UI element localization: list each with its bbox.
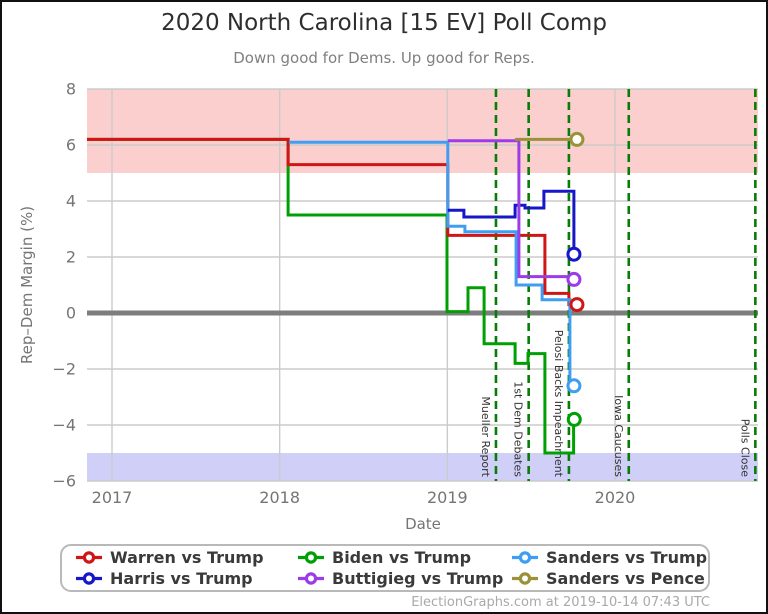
y-tick-label-4: −4 bbox=[52, 416, 76, 435]
x-axis-title: Date bbox=[405, 515, 441, 533]
endpoint-layer bbox=[566, 131, 585, 427]
x-tick-label-2017: 2017 bbox=[92, 488, 133, 507]
credit-footer: ElectionGraphs.com at 2019-10-14 07:43 U… bbox=[411, 595, 710, 610]
event-label-mueller-report: Mueller Report bbox=[479, 396, 492, 477]
legend-label-biden-vs-trump: Biden vs Trump bbox=[332, 548, 472, 567]
legend-label-warren-vs-trump: Warren vs Trump bbox=[110, 548, 264, 567]
legend-marker-harris-vs-trump bbox=[76, 572, 102, 585]
legend-marker-warren-vs-trump bbox=[76, 551, 102, 564]
legend-label-sanders-vs-pence: Sanders vs Pence bbox=[546, 569, 705, 588]
y-tick-label-4: 4 bbox=[66, 192, 76, 211]
chart-subtitle: Down good for Dems. Up good for Reps. bbox=[233, 49, 535, 67]
y-tick-label-2: −2 bbox=[52, 360, 76, 379]
endpoint-sanders-vs-pence bbox=[569, 131, 585, 147]
event-line-layer: Mueller Report 1st Dem Debates Pelosi Back… bbox=[479, 89, 757, 481]
legend-item-harris-vs-trump: Harris vs Trump bbox=[76, 568, 298, 589]
chart-title: 2020 North Carolina [15 EV] Poll Comp bbox=[161, 10, 607, 36]
y-tick-label-0: 0 bbox=[66, 304, 76, 323]
legend-item-buttigieg-vs-trump: Buttigieg vs Trump bbox=[298, 568, 512, 589]
endpoint-biden-vs-trump bbox=[566, 411, 582, 427]
event-label-polls-close: Polls Close bbox=[738, 419, 751, 478]
endpoint-sanders-vs-trump bbox=[566, 378, 582, 394]
legend-marker-sanders-vs-pence bbox=[512, 572, 538, 585]
legend-marker-biden-vs-trump bbox=[298, 551, 324, 564]
event-label-1st-dem-debates: 1st Dem Debates bbox=[512, 381, 525, 477]
series-line-warren-vs-trump bbox=[87, 137, 577, 307]
series-line-buttigieg-vs-trump bbox=[447, 139, 573, 279]
legend-item-sanders-vs-trump: Sanders vs Trump bbox=[512, 547, 708, 568]
x-tick-label-2019: 2019 bbox=[427, 488, 468, 507]
legend-marker-sanders-vs-trump bbox=[512, 551, 538, 564]
legend: Warren vs Trump Biden vs Trump Sanders vs … bbox=[60, 544, 710, 592]
series-line-sanders-vs-trump bbox=[289, 140, 574, 388]
band-layer bbox=[87, 89, 758, 481]
tick-label-layer: 8 6 4 2 0 −2 −4 −6 2017 2018 2019 2020 bbox=[52, 80, 635, 508]
series-line-harris-vs-trump bbox=[447, 189, 576, 255]
event-label-pelosi-backs-impeachment: Pelosi Backs Impeachment bbox=[552, 330, 565, 478]
y-axis-title: Rep–Dem Margin (%) bbox=[18, 206, 36, 364]
legend-item-warren-vs-trump: Warren vs Trump bbox=[76, 547, 298, 568]
legend-item-sanders-vs-pence: Sanders vs Pence bbox=[512, 568, 708, 589]
series-line-biden-vs-trump bbox=[87, 137, 576, 455]
y-tick-label-2: 2 bbox=[66, 248, 76, 267]
x-tick-label-2020: 2020 bbox=[595, 488, 636, 507]
event-label-iowa-caucuses: Iowa Caucuses bbox=[612, 395, 625, 477]
endpoint-warren-vs-trump bbox=[569, 297, 585, 313]
x-tick-label-2018: 2018 bbox=[259, 488, 300, 507]
endpoint-buttigieg-vs-trump bbox=[566, 271, 582, 287]
legend-item-biden-vs-trump: Biden vs Trump bbox=[298, 547, 512, 568]
poll-comparison-chart: 8 6 4 2 0 −2 −4 −6 2017 2018 2019 2020 Mueller Repo… bbox=[18, 80, 758, 533]
rep-favor-band bbox=[87, 89, 758, 173]
dem-favor-band bbox=[87, 453, 758, 481]
legend-label-sanders-vs-trump: Sanders vs Trump bbox=[546, 548, 708, 567]
legend-marker-buttigieg-vs-trump bbox=[298, 572, 324, 585]
y-tick-label-8: 8 bbox=[66, 80, 76, 99]
series-layer bbox=[87, 137, 577, 455]
legend-label-buttigieg-vs-trump: Buttigieg vs Trump bbox=[332, 569, 504, 588]
gridline-layer bbox=[87, 88, 758, 482]
endpoint-harris-vs-trump bbox=[566, 246, 582, 262]
y-tick-label-6: 6 bbox=[66, 136, 76, 155]
y-tick-label-6: −6 bbox=[52, 472, 76, 491]
legend-label-harris-vs-trump: Harris vs Trump bbox=[110, 569, 253, 588]
